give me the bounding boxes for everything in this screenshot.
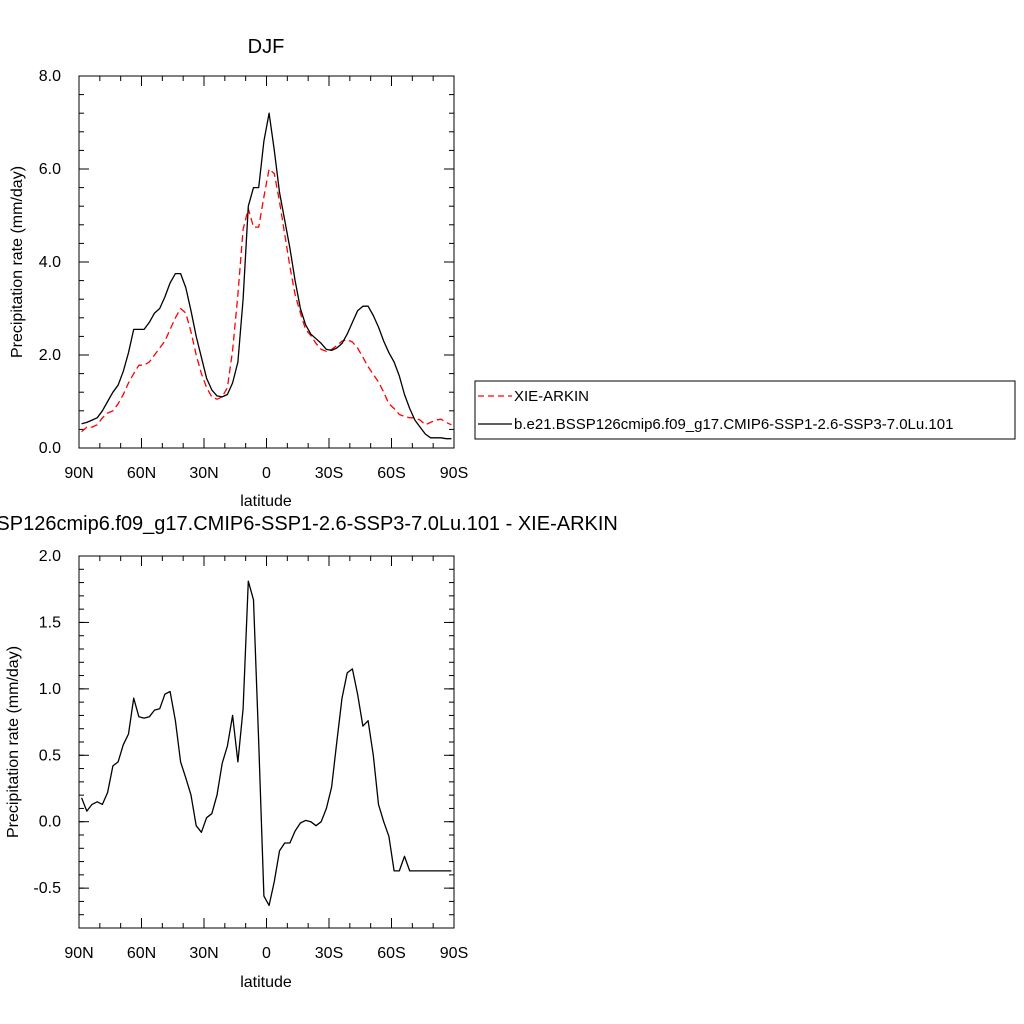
x-tick-label: 60S [377,465,405,482]
y-tick-label: -0.5 [33,880,61,897]
x-tick-label: 90S [440,945,468,962]
panel-top-xlabel: latitude [240,493,292,510]
y-tick-label: 0.0 [39,814,61,831]
x-tick-label: 30S [315,465,343,482]
y-tick-label: 0.5 [39,747,61,764]
y-tick-label: 2.0 [39,548,61,565]
legend-label-model: b.e21.BSSP126cmip6.f09_g17.CMIP6-SSP1-2.… [514,416,953,433]
y-tick-label: 6.0 [39,161,61,178]
x-tick-label: 0 [262,945,271,962]
x-tick-label: 60N [127,465,156,482]
panel-top-plot-frame [78,75,455,449]
x-tick-label: 30N [189,465,218,482]
legend-box [474,380,1016,440]
panel-bottom-xlabel: latitude [240,974,292,991]
panel-bottom-series [80,580,452,907]
series-line-top-1 [81,168,452,433]
panel-bottom-ylabel: Precipitation rate (mm/day) [5,646,22,838]
x-tick-label: 0 [262,465,271,482]
y-tick-label: 1.5 [39,614,61,631]
x-tick-label: 60S [377,945,405,962]
y-tick-label: 2.0 [39,347,61,364]
y-tick-label: 1.0 [39,681,61,698]
x-tick-label: 90S [440,465,468,482]
legend-label-xie-arkin: XIE-ARKIN [514,388,589,405]
panel-bottom: b.e21.BSSP126cmip6.f09_g17.CMIP6-SSP1-2.… [0,513,618,991]
panel-top-series [81,112,452,440]
y-tick-label: 8.0 [39,68,61,85]
panel-top-ticks: 90N 60N 30N 0 30S 60S 90S 0.0 2.0 4.0 6.0 8.0 [39,68,468,482]
y-tick-label: 4.0 [39,254,61,271]
panel-top: DJF 90N 60N 30N 0 30S 60S 90S 0.0 2.0 4.0 6.0 8.0 l… [9,36,468,510]
panel-bottom-ticks: 90N 60N 30N 0 30S 60S 90S -0.5 0.0 0.5 1.0 1.5 2.0 [33,548,468,962]
x-tick-label: 30N [189,945,218,962]
series-line-bottom-1 [80,580,452,907]
panel-bottom-title: b.e21.BSSP126cmip6.f09_g17.CMIP6-SSP1-2.… [0,513,618,535]
legend: XIE-ARKIN b.e21.BSSP126cmip6.f09_g17.CMI… [474,380,1016,440]
x-tick-label: 90N [64,945,93,962]
panel-top-title: DJF [248,36,285,58]
x-tick-label: 90N [64,465,93,482]
x-tick-label: 60N [127,945,156,962]
x-tick-label: 30S [315,945,343,962]
panel-bottom-plot-frame [78,555,455,929]
series-line-top-2 [81,112,452,440]
panel-top-ylabel: Precipitation rate (mm/day) [9,166,26,358]
y-tick-label: 0.0 [39,440,61,457]
